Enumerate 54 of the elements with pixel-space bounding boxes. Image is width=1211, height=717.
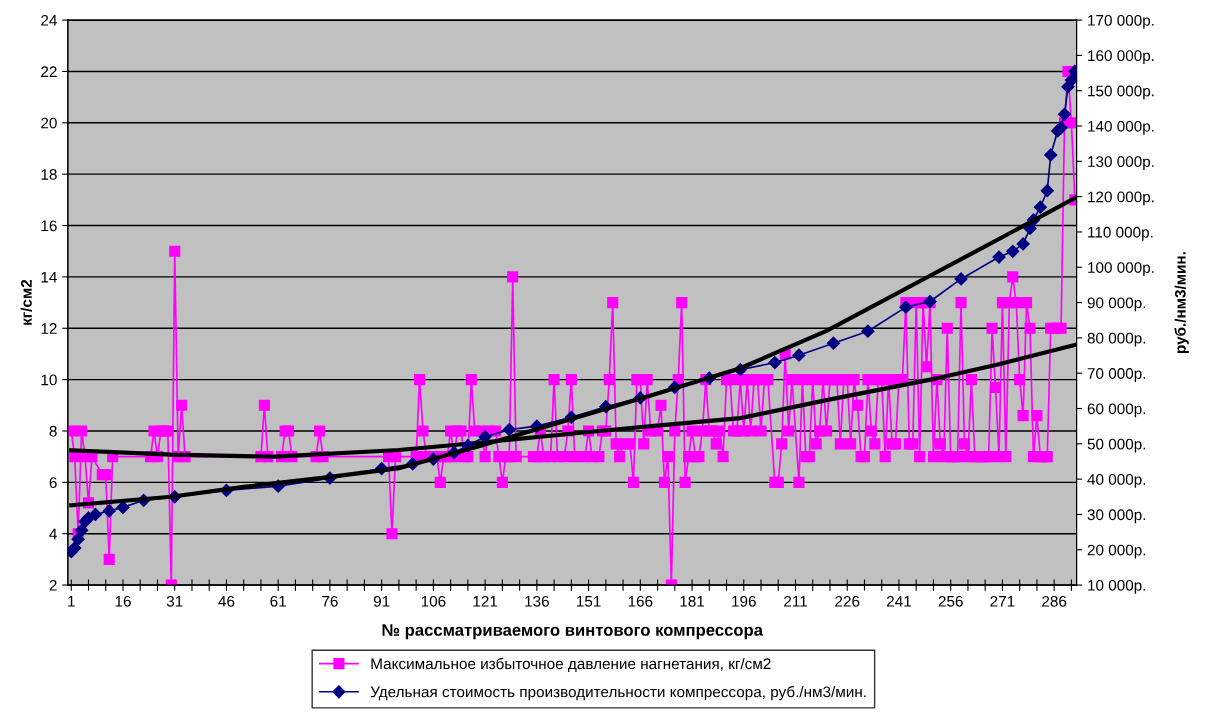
y2-tick-label: 150 000р.	[1088, 85, 1154, 100]
y2-axis-title: руб./нм3/мин.	[1174, 252, 1189, 354]
y2-tick-label: 30 000р.	[1087, 509, 1146, 524]
x-tick-label: 46	[218, 595, 235, 607]
x-tick-label: 196	[732, 595, 756, 607]
x-tick-label: 121	[473, 595, 498, 607]
y2-tick-label: 160 000р.	[1088, 50, 1154, 65]
x-axis-title: № рассматриваемого винтового компрессора	[382, 624, 764, 640]
y2-tick-label: 170 000р.	[1088, 14, 1154, 29]
y-tick-label: 14	[41, 271, 57, 283]
y-tick-label: 24	[41, 14, 57, 26]
y2-tick-label: 120 000р.	[1088, 191, 1154, 206]
y2-tick-label: 60 000р.	[1087, 403, 1146, 418]
x-tick-label: 271	[990, 595, 1015, 607]
y-tick-label: 8	[49, 425, 57, 437]
y-tick-label: 10	[41, 374, 57, 386]
x-tick-label: 211	[784, 595, 807, 607]
y-tick-label: 16	[41, 220, 57, 232]
x-tick-label: 76	[322, 595, 338, 607]
y2-tick-label: 110 000р.	[1088, 226, 1153, 241]
x-tick-label: 136	[525, 595, 549, 607]
y-axis-title: кг/см2	[20, 279, 32, 325]
x-tick-label: 241	[886, 595, 911, 607]
x-tick-label: 181	[680, 595, 705, 607]
y-tick-label: 20	[41, 117, 57, 129]
x-tick-label: 151	[577, 596, 601, 607]
x-tick-label: 1	[68, 596, 75, 607]
y2-tick-label: 130 000р.	[1088, 156, 1154, 171]
x-tick-label: 226	[835, 595, 860, 607]
y-tick-label: 4	[49, 528, 57, 540]
x-tick-label: 61	[270, 595, 286, 607]
legend-label: Максимальное избыточное давление нагнетания, кг/см2	[371, 657, 771, 673]
y2-tick-label: 70 000р.	[1087, 368, 1146, 382]
y-tick-label: 2	[49, 579, 57, 591]
y2-tick-label: 10 000р.	[1088, 579, 1146, 594]
y2-tick-label: 20 000р.	[1087, 544, 1146, 559]
x-tick-label: 286	[1042, 595, 1067, 607]
y-tick-label: 18	[41, 169, 57, 180]
y-tick-label: 12	[41, 323, 57, 334]
legend-label: Удельная стоимость производительности компрессора, руб./нм3/мин.	[370, 685, 866, 701]
y2-tick-label: 140 000р.	[1088, 120, 1154, 135]
x-tick-label: 106	[421, 595, 446, 607]
y-tick-label: 22	[41, 66, 57, 77]
x-tick-label: 16	[115, 595, 131, 607]
y2-tick-label: 80 000р.	[1087, 332, 1146, 347]
x-tick-label: 31	[166, 595, 183, 607]
y-tick-label: 6	[49, 477, 57, 489]
y2-tick-label: 40 000р.	[1087, 474, 1146, 488]
x-tick-label: 256	[938, 595, 963, 607]
y2-tick-label: 50 000р.	[1087, 438, 1146, 453]
x-tick-label: 166	[628, 595, 653, 607]
x-tick-label: 91	[373, 595, 390, 607]
y2-tick-label: 100 000р.	[1088, 262, 1154, 276]
y2-tick-label: 90 000р.	[1087, 297, 1146, 312]
